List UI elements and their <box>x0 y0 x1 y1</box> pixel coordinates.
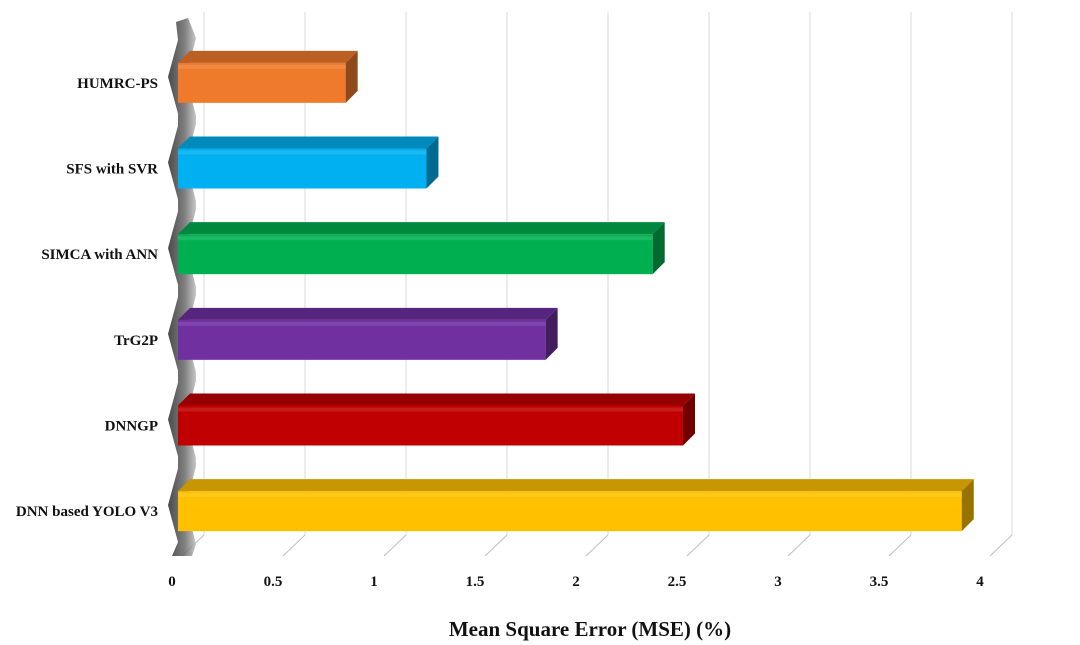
bar-top <box>178 307 558 320</box>
bar-front <box>178 405 683 446</box>
bar-front <box>178 491 962 532</box>
category-label: HUMRC-PS <box>77 76 158 92</box>
bar <box>178 479 974 532</box>
x-tick-label: 2.5 <box>668 574 687 590</box>
x-tick-label: 1.5 <box>466 574 485 590</box>
bar-front <box>178 234 653 275</box>
bar-end <box>683 393 695 446</box>
bar <box>178 50 358 103</box>
category-labels: HUMRC-PS SFS with SVR SIMCA with ANN TrG2P D… <box>16 76 158 520</box>
left-axis-wall <box>168 18 196 556</box>
category-label: TrG2P <box>114 333 158 349</box>
x-tick-label: 3 <box>774 574 782 590</box>
bar-end <box>961 479 974 532</box>
x-tick-label: 1 <box>370 574 378 590</box>
bar-top <box>178 50 358 63</box>
bar-highlight <box>178 407 683 412</box>
floor-gridline <box>282 534 306 557</box>
bar-top <box>178 136 439 149</box>
bar-front <box>178 62 346 103</box>
floor-gridline <box>686 534 710 557</box>
x-tick-label: 0.5 <box>264 574 283 590</box>
bar <box>178 222 665 275</box>
bar <box>178 393 695 446</box>
wall-shadow <box>168 18 196 556</box>
bar-highlight <box>178 321 546 326</box>
bar-top <box>178 479 974 492</box>
floor-gridline <box>383 534 407 557</box>
bar-front <box>178 319 546 360</box>
bar-highlight <box>178 150 427 155</box>
floor-gridline <box>585 534 609 557</box>
x-tick-label: 0 <box>168 574 176 590</box>
bar <box>178 136 439 189</box>
x-axis-title: Mean Square Error (MSE) (%) <box>449 617 731 641</box>
x-tick-label: 4 <box>976 574 984 590</box>
bar <box>178 307 558 360</box>
bar-top <box>178 222 665 235</box>
floor-gridline <box>888 534 912 557</box>
floor-gridline <box>484 534 508 557</box>
bar-end <box>545 307 558 360</box>
bar-end <box>652 222 665 275</box>
bar-end <box>426 136 439 189</box>
bar-highlight <box>178 493 962 498</box>
floor-gridline <box>787 534 811 557</box>
category-label: DNN based YOLO V3 <box>16 504 158 520</box>
bar-highlight <box>178 236 653 241</box>
bar-front <box>178 148 427 189</box>
bars <box>178 50 974 532</box>
x-tick-label: 3.5 <box>870 574 889 590</box>
bar-top <box>178 393 695 406</box>
category-label: SIMCA with ANN <box>41 247 158 263</box>
x-tick-label: 2 <box>572 574 580 590</box>
floor-gridline <box>989 534 1013 557</box>
category-label: DNNGP <box>105 419 158 435</box>
bar-end <box>345 50 358 103</box>
bar-highlight <box>178 64 346 69</box>
x-tick-labels: 0 0.5 1 1.5 2 2.5 3 3.5 4 <box>168 574 984 590</box>
category-label: SFS with SVR <box>66 162 158 178</box>
